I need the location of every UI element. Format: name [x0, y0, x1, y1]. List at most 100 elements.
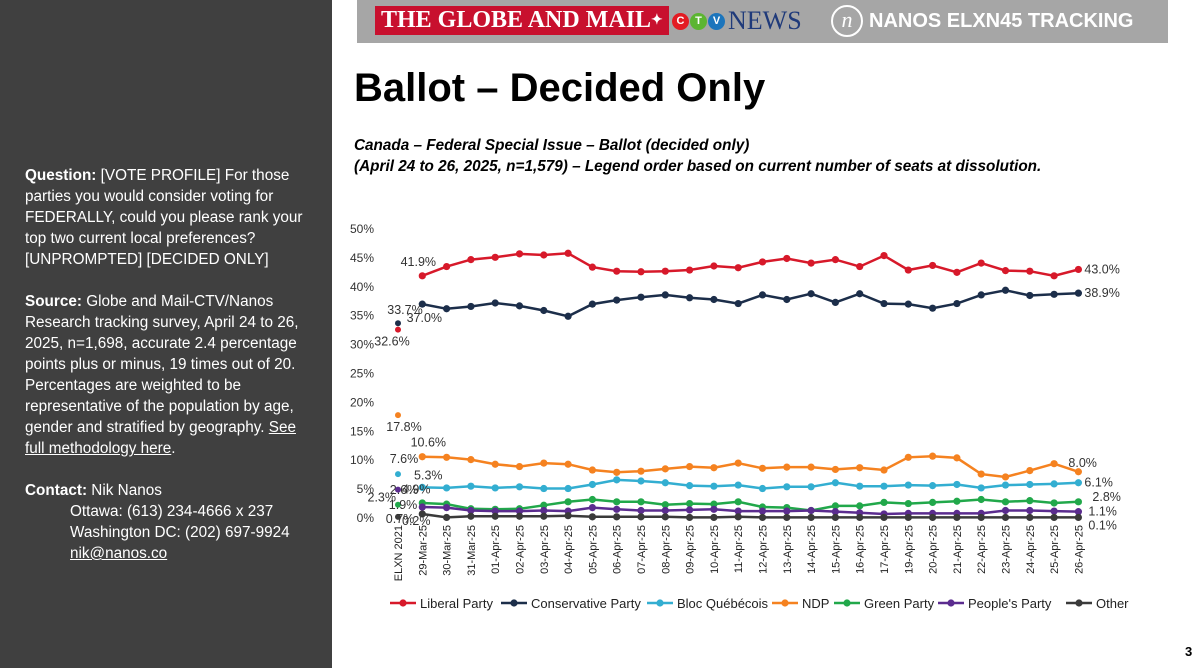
x-tick-label: 16-Apr-25 — [855, 525, 867, 574]
x-tick-label: 26-Apr-25 — [1073, 525, 1085, 574]
data-point — [613, 267, 621, 275]
data-point — [977, 259, 985, 267]
x-tick-label: 10-Apr-25 — [709, 525, 721, 574]
legend-label: Conservative Party — [531, 596, 641, 611]
data-point — [1026, 291, 1034, 300]
data-label: 17.8% — [386, 420, 421, 434]
x-tick-label: 20-Apr-25 — [928, 525, 940, 574]
x-tick-label: 30-Mar-25 — [442, 525, 454, 576]
legend-swatch-marker — [656, 599, 664, 607]
data-label: 10.6% — [411, 436, 446, 450]
x-tick-label: 11-Apr-25 — [733, 525, 745, 573]
data-point — [710, 262, 718, 270]
data-point — [904, 300, 912, 308]
data-point — [977, 513, 985, 522]
x-tick-label: 31-Mar-25 — [466, 525, 478, 576]
data-point — [880, 498, 888, 506]
data-point — [588, 300, 596, 308]
data-point — [977, 470, 985, 478]
data-point — [686, 482, 694, 490]
data-point — [807, 259, 815, 267]
data-point — [443, 262, 451, 271]
data-point — [831, 479, 839, 487]
data-point — [613, 468, 621, 476]
legend-swatch-marker — [510, 599, 518, 607]
data-point — [515, 483, 524, 491]
data-point — [661, 513, 669, 521]
data-point — [1074, 289, 1082, 297]
data-point — [467, 456, 475, 464]
data-point — [540, 501, 548, 509]
data-point — [831, 502, 839, 510]
data-point — [807, 506, 815, 515]
data-point — [880, 299, 888, 308]
data-label: 1.1% — [1088, 505, 1117, 519]
data-point — [564, 249, 572, 257]
data-point — [661, 479, 669, 487]
data-point — [613, 296, 621, 304]
data-point — [540, 506, 548, 515]
data-point — [758, 291, 767, 299]
data-point — [613, 505, 621, 513]
data-point — [734, 299, 742, 308]
page-title: Ballot – Decided Only — [354, 66, 766, 110]
data-point — [686, 266, 694, 274]
source-text: Globe and Mail-CTV/Nanos Research tracki… — [25, 293, 299, 436]
page-number: 3 — [1185, 644, 1193, 659]
data-point — [467, 302, 475, 311]
methodology-link[interactable]: See full methodology here — [25, 419, 296, 457]
data-point — [758, 464, 767, 472]
data-point — [783, 463, 791, 471]
data-point — [637, 467, 645, 475]
x-tick-label: 15-Apr-25 — [830, 525, 842, 574]
data-point — [686, 294, 694, 302]
data-point — [734, 264, 742, 272]
data-point — [831, 298, 839, 307]
data-point — [953, 454, 961, 462]
x-tick-label: ELXN 2021 — [393, 525, 405, 581]
y-tick-label: 45% — [350, 251, 374, 265]
methodology-end: . — [171, 440, 176, 457]
series-line — [422, 454, 1079, 479]
data-point — [467, 482, 475, 490]
data-point — [734, 507, 742, 515]
contact-email[interactable]: nik@nanos.co — [70, 545, 168, 562]
data-label: 2.8% — [1092, 490, 1121, 504]
data-point — [443, 503, 451, 512]
data-point — [395, 471, 401, 478]
data-point — [467, 256, 475, 264]
legend-swatch-marker — [843, 599, 851, 607]
data-point — [758, 484, 767, 493]
data-point — [418, 300, 426, 308]
ctv-news-logo: C T V NEWS — [672, 6, 802, 35]
x-tick-label: 21-Apr-25 — [952, 525, 964, 574]
data-point — [758, 258, 767, 266]
x-tick-label: 25-Apr-25 — [1049, 525, 1061, 574]
data-point — [977, 291, 985, 299]
data-point — [1001, 286, 1010, 294]
data-point — [395, 412, 401, 419]
data-point — [1026, 506, 1034, 515]
data-label: 0.2% — [402, 514, 431, 528]
data-point — [1074, 468, 1082, 476]
x-tick-label: 07-Apr-25 — [636, 525, 648, 574]
data-point — [613, 513, 621, 521]
data-point — [491, 299, 499, 307]
data-point — [1001, 473, 1010, 481]
data-point — [783, 507, 791, 515]
data-point — [1026, 480, 1034, 489]
data-point — [515, 250, 524, 258]
question-label: Question: — [25, 167, 97, 184]
source-block: Source: Globe and Mail-CTV/Nanos Researc… — [25, 291, 310, 459]
data-label: 33.7% — [387, 303, 422, 317]
data-label: 32.6% — [374, 335, 409, 349]
data-point — [564, 498, 572, 506]
ctv-letter-t: T — [690, 12, 707, 30]
data-point — [710, 505, 718, 513]
nanos-logo-icon: n — [831, 5, 863, 37]
y-tick-label: 0% — [357, 511, 375, 525]
legend-label: Liberal Party — [420, 596, 493, 611]
data-point — [540, 459, 548, 467]
banner-brand-label: NANOS ELXN45 TRACKING — [869, 10, 1134, 32]
data-point — [758, 507, 767, 515]
